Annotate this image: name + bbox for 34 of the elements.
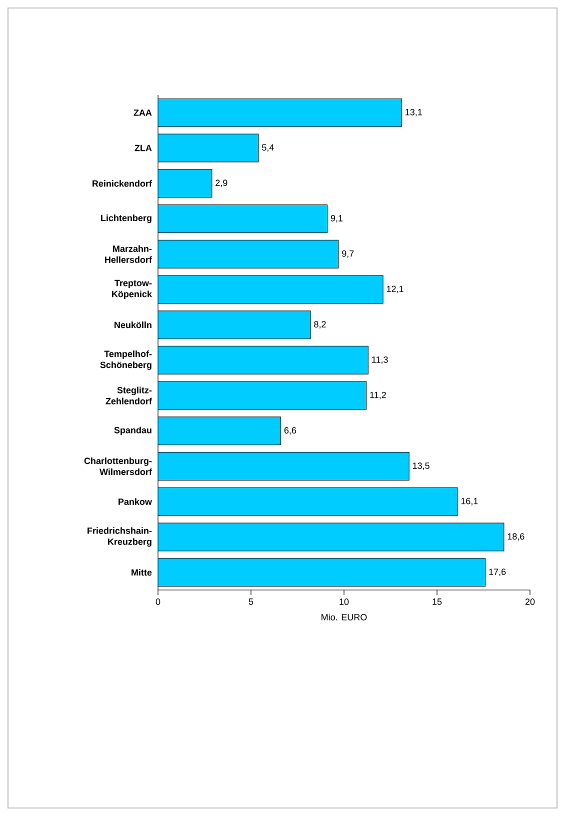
y-tick-label: Spandau: [114, 426, 152, 436]
y-tick-label: Friedrichshain-Kreuzberg: [88, 527, 152, 547]
data-label: 16,1: [461, 498, 478, 506]
data-label: 13,1: [406, 108, 422, 116]
data-label: 11,2: [370, 392, 386, 400]
data-label: 12,1: [386, 286, 404, 294]
x-tick-label: 15: [432, 598, 442, 605]
data-label: 11,3: [372, 356, 388, 364]
data-label: 8,2: [314, 321, 326, 329]
x-tick-label: 5: [248, 598, 254, 605]
data-label: 18,6: [508, 533, 524, 541]
y-tick-label: Neukölln: [114, 322, 152, 328]
y-tick-label: Lichtenberg: [101, 214, 152, 223]
data-label: 2,9: [216, 180, 228, 188]
data-label: 6,6: [284, 427, 296, 435]
data-label: 9,1: [330, 215, 343, 222]
y-tick-label: ZAA: [134, 110, 152, 116]
y-tick-label: Pankow: [118, 498, 152, 505]
y-tick-label: Treptow-Köpenick: [112, 280, 152, 299]
y-tick-label: Marzahn-Hellersdorf: [105, 245, 152, 263]
x-tick-label: 20: [525, 598, 535, 605]
data-label: 13,5: [412, 462, 430, 470]
x-axis-title: Mio. EURO: [322, 614, 367, 620]
y-tick-label: Mitte: [132, 569, 152, 576]
data-label: 9,7: [342, 250, 354, 258]
y-tick-label: ZLA: [134, 144, 152, 152]
x-tick-label: 0: [156, 598, 160, 605]
y-tick-label: Charlottenburg-Wilmersdorf: [84, 457, 152, 476]
data-label: 5,4: [262, 144, 274, 152]
y-tick-label: Reinickendorf: [92, 180, 152, 187]
y-tick-label: Tempelhof-Schöneberg: [100, 350, 152, 370]
data-label: 17,6: [489, 568, 506, 576]
x-tick-label: 10: [340, 598, 349, 605]
y-tick-label: Steglitz-Zehlendorf: [106, 386, 152, 404]
